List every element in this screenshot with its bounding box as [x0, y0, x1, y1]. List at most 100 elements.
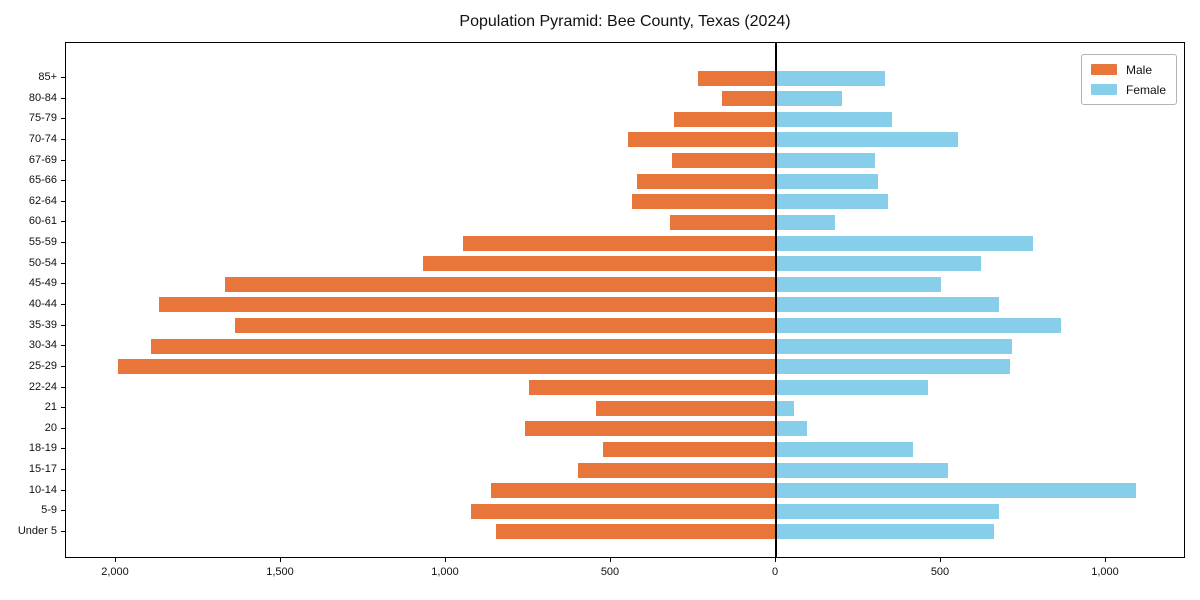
y-tick-label: Under 5: [17, 524, 57, 537]
bar-male-25-29: [117, 359, 776, 375]
bar-male-50-54: [422, 256, 776, 272]
legend: Male Female: [1080, 54, 1177, 105]
bar-male-45-49: [224, 276, 776, 292]
y-tick-mark: [61, 262, 65, 264]
y-tick-mark: [61, 242, 65, 244]
y-tick-mark: [61, 303, 65, 305]
bar-female-20: [776, 421, 808, 437]
bar-female-70-74: [776, 132, 958, 148]
y-tick-label: 55-59: [28, 236, 57, 249]
y-tick-label: 85+: [38, 71, 57, 83]
legend-label-male: Male: [1125, 62, 1152, 77]
bar-female-22-24: [776, 380, 928, 396]
y-tick-label: 50-54: [28, 256, 57, 269]
bar-female-80-84: [776, 91, 842, 107]
y-tick-mark: [61, 345, 65, 347]
chart-title: Population Pyramid: Bee County, Texas (2…: [459, 13, 791, 30]
x-tick-mark: [940, 558, 941, 562]
y-tick-mark: [61, 448, 65, 450]
y-tick-mark: [61, 510, 65, 512]
bar-male-Under 5: [495, 524, 776, 540]
y-tick-label: 20: [44, 421, 57, 434]
y-tick-mark: [61, 180, 65, 182]
y-tick-label: 40-44: [28, 297, 57, 310]
y-tick-mark: [61, 283, 65, 285]
bar-male-67-69: [672, 153, 776, 169]
bar-male-22-24: [528, 380, 776, 396]
bar-female-62-64: [776, 194, 889, 210]
x-tick-label: 500: [600, 566, 620, 578]
bar-male-55-59: [462, 235, 776, 251]
y-tick-label: 60-61: [28, 215, 57, 228]
bar-female-10-14: [776, 483, 1136, 499]
y-tick-label: 15-17: [28, 463, 57, 476]
zero-axis-line: [775, 43, 777, 557]
bar-female-Under 5: [776, 524, 994, 540]
y-tick-mark: [61, 324, 65, 326]
y-tick-label: 62-64: [28, 194, 57, 207]
bar-male-70-74: [627, 132, 776, 148]
y-tick-mark: [61, 365, 65, 367]
y-tick-mark: [61, 530, 65, 532]
bar-female-85+: [776, 70, 885, 86]
y-tick-label: 25-29: [28, 359, 57, 372]
y-tick-mark: [61, 97, 65, 99]
bar-male-30-34: [150, 338, 776, 354]
y-tick-mark: [61, 386, 65, 388]
y-tick-mark: [61, 159, 65, 161]
bar-female-21: [776, 400, 795, 416]
bar-male-18-19: [602, 441, 776, 457]
bar-female-65-66: [776, 173, 879, 189]
y-tick-mark: [61, 221, 65, 223]
y-tick-mark: [61, 200, 65, 202]
bar-female-25-29: [776, 359, 1011, 375]
bar-male-10-14: [490, 483, 776, 499]
y-tick-mark: [61, 407, 65, 409]
y-tick-mark: [61, 118, 65, 120]
bar-female-55-59: [776, 235, 1034, 251]
bar-male-40-44: [158, 297, 776, 313]
bar-male-35-39: [234, 318, 776, 334]
bar-male-62-64: [632, 194, 776, 210]
bar-male-60-61: [670, 214, 776, 230]
bar-female-18-19: [776, 441, 913, 457]
bar-female-45-49: [776, 276, 941, 292]
bar-male-5-9: [470, 503, 776, 519]
bar-male-21: [596, 400, 776, 416]
bar-female-50-54: [776, 256, 981, 272]
y-tick-label: 75-79: [28, 112, 57, 125]
x-tick-mark: [610, 558, 611, 562]
y-tick-mark: [61, 77, 65, 78]
y-tick-mark: [61, 138, 65, 140]
y-tick-label: 80-84: [28, 91, 57, 104]
x-tick-label: 1,000: [431, 566, 459, 578]
bar-male-85+: [698, 70, 776, 86]
bar-female-15-17: [776, 462, 948, 478]
x-tick-mark: [280, 558, 281, 562]
bar-male-15-17: [578, 462, 776, 478]
bar-female-60-61: [776, 214, 836, 230]
y-tick-mark: [61, 427, 65, 429]
bar-female-35-39: [776, 318, 1062, 334]
y-tick-label: 5-9: [41, 504, 57, 517]
y-tick-label: 67-69: [28, 153, 57, 166]
x-tick-mark: [445, 558, 446, 562]
y-tick-label: 30-34: [28, 339, 57, 352]
bar-female-40-44: [776, 297, 999, 313]
x-tick-label: 0: [771, 566, 779, 578]
male-color-swatch-icon: [1090, 64, 1117, 75]
legend-item-male: Male: [1090, 62, 1166, 77]
legend-label-female: Female: [1125, 82, 1166, 97]
y-tick-label: 70-74: [28, 132, 57, 145]
bar-male-80-84: [721, 91, 776, 107]
y-tick-label: 45-49: [28, 277, 57, 290]
y-tick-label: 65-66: [28, 174, 57, 187]
y-tick-mark: [61, 489, 65, 491]
x-tick-label: 2,000: [101, 566, 129, 578]
x-tick-label: 1,500: [266, 566, 294, 578]
y-tick-label: 10-14: [28, 483, 57, 496]
bar-female-75-79: [776, 111, 892, 127]
x-tick-mark: [775, 558, 776, 562]
bar-male-65-66: [637, 173, 776, 189]
